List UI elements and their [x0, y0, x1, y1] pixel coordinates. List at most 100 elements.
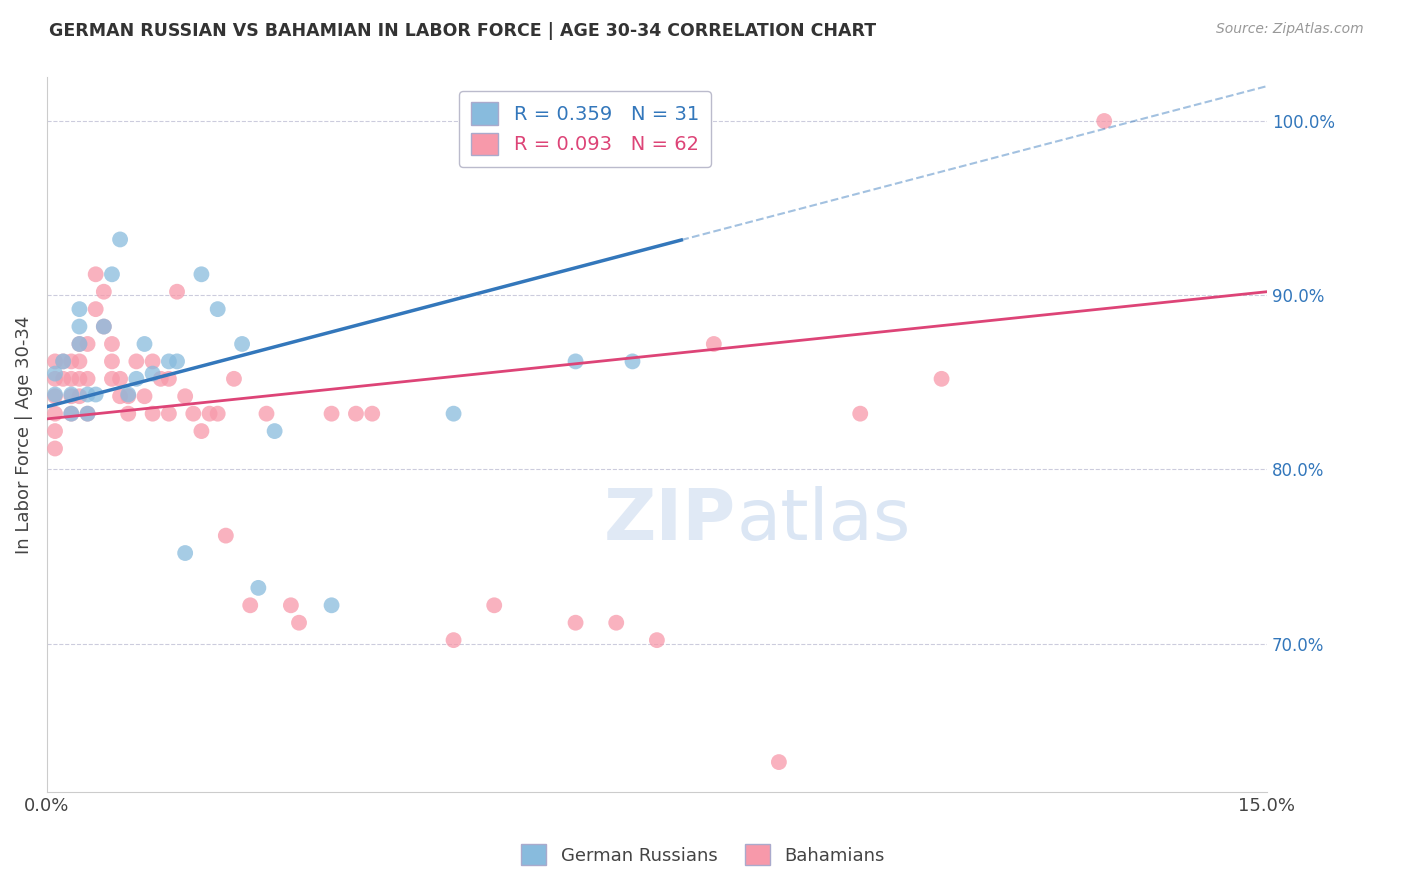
Point: [166, 354, 188, 368]
Point: [247, 581, 270, 595]
Point: [44, 387, 66, 401]
Point: [67, 337, 90, 351]
Point: [108, 372, 131, 386]
Point: [101, 354, 124, 368]
Point: [849, 407, 872, 421]
Point: [190, 424, 212, 438]
Legend: German Russians, Bahamians: German Russians, Bahamians: [512, 835, 894, 874]
Point: [93, 285, 115, 299]
Point: [207, 407, 229, 421]
Y-axis label: In Labor Force | Age 30-34: In Labor Force | Age 30-34: [15, 316, 32, 554]
Point: [60, 389, 83, 403]
Point: [443, 633, 465, 648]
Point: [67, 372, 90, 386]
Point: [44, 442, 66, 456]
Legend: R = 0.359   N = 31, R = 0.093   N = 62: R = 0.359 N = 31, R = 0.093 N = 62: [460, 91, 710, 167]
Point: [52, 354, 75, 368]
Point: [231, 337, 253, 351]
Point: [84, 268, 107, 282]
Point: [157, 372, 180, 386]
Point: [44, 372, 66, 386]
Point: [60, 372, 83, 386]
Point: [76, 387, 98, 401]
Point: [76, 337, 98, 351]
Point: [222, 372, 245, 386]
Point: [564, 615, 586, 630]
Point: [239, 599, 262, 613]
Point: [215, 528, 238, 542]
Point: [361, 407, 384, 421]
Text: ZIP: ZIP: [605, 486, 737, 555]
Point: [142, 407, 165, 421]
Point: [117, 407, 139, 421]
Point: [67, 337, 90, 351]
Point: [67, 319, 90, 334]
Text: atlas: atlas: [737, 486, 911, 555]
Point: [166, 285, 188, 299]
Point: [181, 407, 204, 421]
Point: [125, 354, 148, 368]
Point: [44, 367, 66, 381]
Point: [157, 354, 180, 368]
Point: [768, 755, 790, 769]
Point: [621, 354, 644, 368]
Point: [108, 389, 131, 403]
Point: [60, 354, 83, 368]
Point: [76, 407, 98, 421]
Point: [108, 232, 131, 246]
Point: [52, 372, 75, 386]
Point: [564, 354, 586, 368]
Point: [44, 407, 66, 421]
Point: [174, 546, 197, 560]
Point: [645, 633, 668, 648]
Point: [931, 372, 953, 386]
Point: [288, 615, 311, 630]
Point: [52, 354, 75, 368]
Point: [76, 372, 98, 386]
Point: [703, 337, 725, 351]
Point: [76, 407, 98, 421]
Point: [321, 599, 343, 613]
Point: [263, 424, 285, 438]
Text: GERMAN RUSSIAN VS BAHAMIAN IN LABOR FORCE | AGE 30-34 CORRELATION CHART: GERMAN RUSSIAN VS BAHAMIAN IN LABOR FORC…: [49, 22, 876, 40]
Point: [101, 337, 124, 351]
Point: [101, 268, 124, 282]
Point: [93, 319, 115, 334]
Point: [443, 407, 465, 421]
Point: [157, 407, 180, 421]
Point: [207, 302, 229, 317]
Point: [44, 354, 66, 368]
Point: [484, 599, 506, 613]
Point: [67, 302, 90, 317]
Point: [671, 114, 693, 128]
Point: [44, 424, 66, 438]
Point: [60, 407, 83, 421]
Point: [321, 407, 343, 421]
Point: [149, 372, 172, 386]
Point: [256, 407, 278, 421]
Point: [67, 389, 90, 403]
Point: [67, 354, 90, 368]
Point: [605, 615, 627, 630]
Point: [60, 407, 83, 421]
Point: [142, 367, 165, 381]
Point: [134, 389, 156, 403]
Point: [174, 389, 197, 403]
Point: [1092, 114, 1115, 128]
Point: [125, 372, 148, 386]
Point: [117, 387, 139, 401]
Point: [344, 407, 367, 421]
Point: [101, 372, 124, 386]
Point: [117, 389, 139, 403]
Point: [134, 337, 156, 351]
Point: [84, 302, 107, 317]
Point: [280, 599, 302, 613]
Point: [84, 387, 107, 401]
Point: [142, 354, 165, 368]
Point: [60, 387, 83, 401]
Point: [190, 268, 212, 282]
Point: [198, 407, 221, 421]
Text: Source: ZipAtlas.com: Source: ZipAtlas.com: [1216, 22, 1364, 37]
Point: [44, 389, 66, 403]
Point: [93, 319, 115, 334]
